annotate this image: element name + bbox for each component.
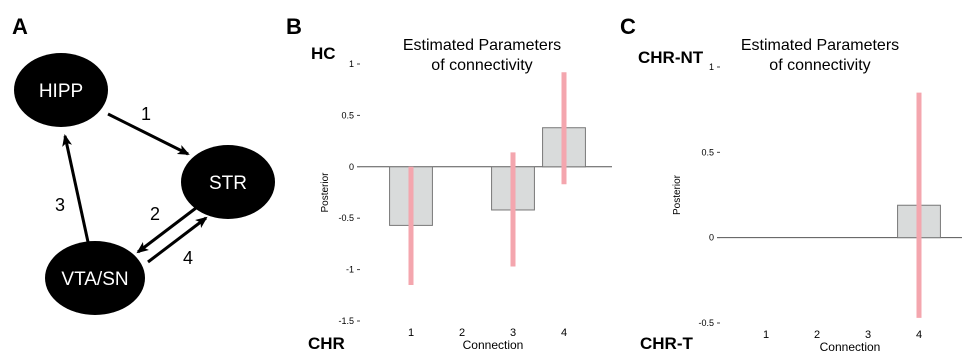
chart-c-title-line1: Estimated Parameters <box>740 37 900 54</box>
node-str <box>181 145 275 219</box>
edge-4-label: 4 <box>183 248 193 268</box>
chart-c-xtick-label: 2 <box>814 329 820 341</box>
chart-c-title-line2: of connectivity <box>769 57 871 74</box>
chart-b-xtick-label: 1 <box>408 327 414 339</box>
chart-b-xtick-label: 2 <box>459 327 465 339</box>
chart-c-title: Estimated Parameters of connectivity <box>700 36 940 76</box>
chart-b-ylabel: Posterior <box>320 172 331 213</box>
chart-b-xlabel: Connection <box>463 338 524 352</box>
edge-4-arrow <box>147 216 208 264</box>
chart-c-xlabel: Connection <box>820 340 881 354</box>
chart-b-ytick-label: -1.5 <box>338 316 354 326</box>
node-hipp-label: HIPP <box>39 81 83 102</box>
chart-b-title: Estimated Parameters of connectivity <box>362 36 602 76</box>
panel-a-label: A <box>12 14 28 39</box>
node-str-label: STR <box>209 173 247 194</box>
edge-1-arrow <box>107 112 190 156</box>
chart-c-xtick-label: 3 <box>865 329 871 341</box>
chart-c-xtick-label: 1 <box>763 329 769 341</box>
chart-b-ytick-label: -1 <box>346 265 354 275</box>
chart-c-ytick-label: 0.5 <box>701 147 714 157</box>
edge-3-arrow <box>62 134 90 243</box>
chart-b-ytick-label: 0 <box>349 162 354 172</box>
node-hipp <box>14 53 108 127</box>
edge-2-label: 2 <box>150 204 160 224</box>
connectivity-diagram: HIPP STR VTA/SN 1 2 3 4 <box>14 53 275 315</box>
edge-1-label: 1 <box>141 104 151 124</box>
panel-c-bottom-group: CHR-T <box>640 334 693 353</box>
chart-b-xtick-label: 4 <box>561 327 567 339</box>
chart-c-xtick-label: 4 <box>916 329 922 341</box>
chart-c-ytick-label: 0 <box>709 233 714 243</box>
panel-c-top-group: CHR-NT <box>638 48 704 67</box>
chart-b-ytick-label: -0.5 <box>338 213 354 223</box>
chart-b-title-line1: Estimated Parameters <box>402 37 562 54</box>
chart-b-ytick-label: 1 <box>349 59 354 69</box>
chart-b-ytick-label: 0.5 <box>341 110 354 120</box>
chart-b-xtick-label: 3 <box>510 327 516 339</box>
node-vta-sn-label: VTA/SN <box>61 269 128 290</box>
chart-b-title-line2: of connectivity <box>431 57 533 74</box>
panel-b-label: B <box>286 14 302 39</box>
edge-3-label: 3 <box>55 195 65 215</box>
node-vta-sn <box>45 241 145 315</box>
panel-c-label: C <box>620 14 636 39</box>
panel-b-top-group: HC <box>311 44 336 63</box>
chart-c-ylabel: Posterior <box>672 174 683 215</box>
edge-2-arrow <box>136 206 197 254</box>
chart-c-ytick-label: 1 <box>709 62 714 72</box>
chart-c-ytick-label: -0.5 <box>698 318 714 328</box>
panel-b-bottom-group: CHR <box>308 334 345 353</box>
